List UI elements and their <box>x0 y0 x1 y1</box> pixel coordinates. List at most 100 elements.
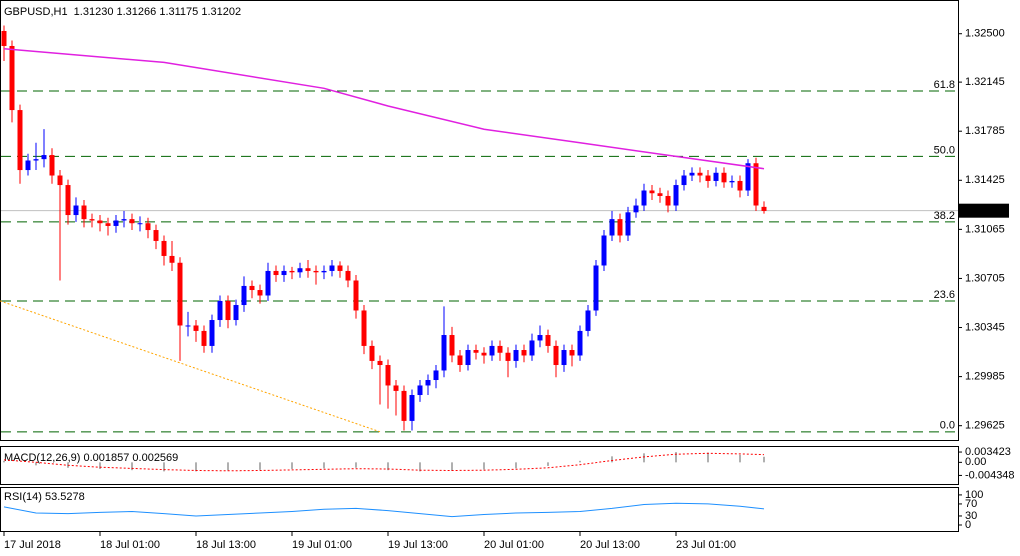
candle-body <box>385 365 391 386</box>
candle-body <box>465 350 471 366</box>
candle-body <box>145 223 151 231</box>
macd-panel-frame <box>0 446 959 485</box>
candle-body <box>281 270 287 276</box>
macd-label: MACD(12,26,9) 0.001857 0.002569 <box>4 452 178 464</box>
candle-body <box>513 350 519 361</box>
macd-bar <box>35 462 37 466</box>
y-tick-label: 0.00 <box>965 456 986 468</box>
candle-body <box>617 219 623 236</box>
candle-body <box>129 219 135 224</box>
macd-bar <box>707 452 709 463</box>
candle-body <box>289 270 295 273</box>
rsi-label: RSI(14) 53.5278 <box>4 491 85 503</box>
candle-body <box>361 310 367 346</box>
candle-body <box>441 335 447 371</box>
time-label: 18 Jul 13:00 <box>196 539 256 551</box>
macd-bar <box>259 462 261 470</box>
y-tick-label: 1.32500 <box>965 28 1005 40</box>
candle-body <box>257 290 263 296</box>
candle-body <box>689 172 695 176</box>
candle-body <box>193 325 199 331</box>
candle-body <box>433 370 439 381</box>
macd-bar <box>227 462 229 471</box>
time-label: 19 Jul 01:00 <box>292 539 352 551</box>
candle-body <box>521 350 527 356</box>
candle-body <box>585 310 591 331</box>
y-tick-label: 0.003423 <box>965 446 1011 458</box>
candle-body <box>209 320 215 346</box>
macd-bar <box>763 456 765 463</box>
macd-signal <box>3 452 765 472</box>
time-label: 20 Jul 01:00 <box>484 539 544 551</box>
candle-body <box>641 190 647 206</box>
candle-body <box>49 155 55 176</box>
macd-bar <box>483 462 485 470</box>
candle-body <box>225 300 231 321</box>
candle-body <box>17 110 23 171</box>
macd-bar <box>99 462 101 469</box>
candle-body <box>737 180 743 191</box>
time-label: 18 Jul 01:00 <box>100 539 160 551</box>
candle-body <box>121 219 127 221</box>
candle-body <box>601 235 607 266</box>
macd-bar <box>419 462 421 472</box>
macd-bar <box>451 462 453 471</box>
macd-bar <box>547 462 549 466</box>
y-tick-label: 1.30345 <box>965 321 1005 333</box>
fib-label: 0.0 <box>940 420 955 432</box>
y-tick-label: 1.29985 <box>965 371 1005 383</box>
candle-body <box>1 30 7 46</box>
candle-body <box>233 305 239 321</box>
rsi-line <box>3 502 765 518</box>
macd-bar <box>675 452 677 463</box>
candle-body <box>369 345 375 361</box>
candle-body <box>73 205 79 216</box>
candle-body <box>113 220 119 226</box>
y-tick-label: 1.31425 <box>965 174 1005 186</box>
candle-body <box>25 160 31 171</box>
candle-body <box>569 350 575 356</box>
candle-body <box>537 335 543 341</box>
candle-body <box>137 223 143 225</box>
fib-label: 50.0 <box>934 144 955 156</box>
candle-body <box>697 172 703 176</box>
candle-body <box>57 175 63 186</box>
candle-body <box>337 265 343 271</box>
candle-body <box>505 352 511 361</box>
macd-bar <box>195 462 197 472</box>
candle-body <box>425 380 431 386</box>
y-tick-label: 30 <box>965 510 977 522</box>
candle-body <box>553 345 559 366</box>
rsi-panel-frame <box>0 487 959 532</box>
candle-body <box>729 180 735 183</box>
candle-body <box>673 185 679 206</box>
fib-label: 61.8 <box>934 79 955 91</box>
candle-body <box>353 280 359 311</box>
macd-bar <box>3 460 5 463</box>
candle-body <box>185 325 191 327</box>
candle-body <box>329 265 335 271</box>
candle-body <box>217 300 223 321</box>
candle-body <box>105 223 111 226</box>
candle-body <box>457 355 463 366</box>
candle-body <box>297 268 303 273</box>
y-tick-label: 70 <box>965 498 977 510</box>
candle-body <box>409 395 415 421</box>
fib-label: 38.2 <box>934 210 955 222</box>
candle-body <box>545 335 551 346</box>
bid-box <box>959 203 1009 218</box>
candle-body <box>81 205 87 220</box>
chart-title: GBPUSD,H1 1.31230 1.31266 1.31175 1.3120… <box>4 6 241 18</box>
candle-body <box>393 385 399 391</box>
macd-bar <box>515 462 517 469</box>
candle-body <box>9 45 15 111</box>
candle-body <box>265 270 271 296</box>
main-panel-frame <box>0 0 959 441</box>
candle-body <box>153 230 159 241</box>
y-tick-label: 1.31065 <box>965 223 1005 235</box>
candle-body <box>97 220 103 224</box>
macd-bar <box>739 454 741 463</box>
y-tick-label: 1.30705 <box>965 272 1005 284</box>
